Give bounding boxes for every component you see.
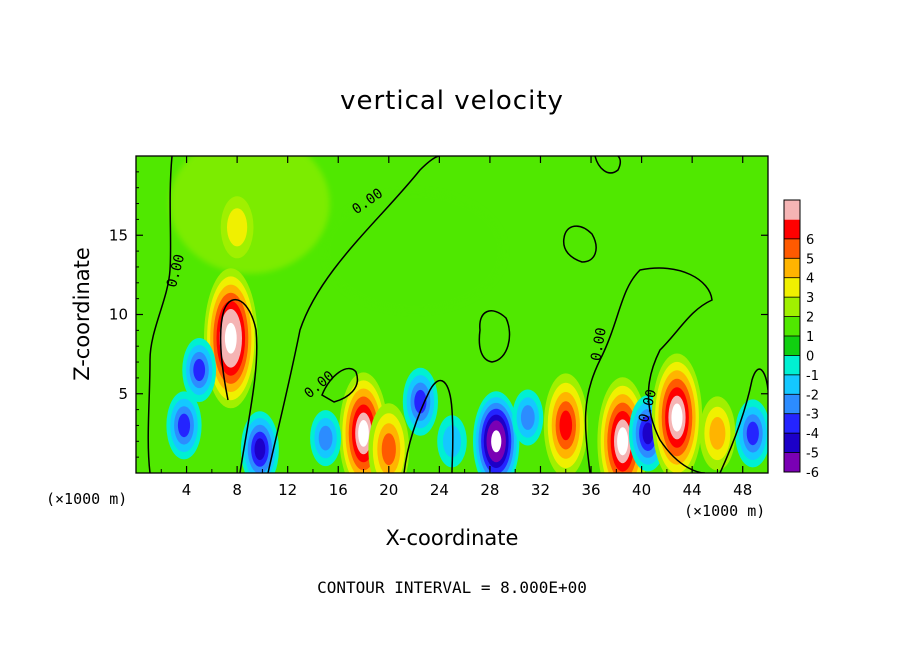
colorbar-swatch — [784, 433, 800, 453]
colorbar: -6 -5 -4 -3 -2 -1 0 1 2 3 4 5 6 — [783, 199, 819, 481]
contour-band — [746, 421, 759, 446]
colorbar-label: -2 — [806, 388, 819, 403]
velocity-cell — [735, 399, 768, 468]
peak-core — [491, 430, 502, 453]
colorbar-swatch — [784, 316, 800, 337]
colorbar-label: 4 — [806, 272, 814, 287]
colorbar-swatch — [784, 238, 800, 259]
contour-band — [709, 417, 726, 450]
contour-band — [381, 433, 396, 466]
x-axis-unit: (×1000 m) — [684, 502, 766, 520]
zero-contour-line — [719, 368, 768, 473]
x-axis-label: X-coordinate — [385, 526, 519, 550]
velocity-cell — [437, 415, 467, 468]
velocity-cell — [512, 389, 544, 446]
colorbar-label: -3 — [806, 408, 819, 423]
x-tick-label: 32 — [531, 481, 550, 499]
velocity-cell — [220, 196, 254, 259]
peak-core — [671, 403, 683, 432]
zero-contour-line — [267, 156, 441, 473]
colorbar-swatch — [784, 394, 800, 415]
colorbar-label: -6 — [806, 466, 819, 481]
y-tick-label: 5 — [118, 385, 128, 403]
colorbar-swatch — [784, 297, 800, 317]
y-tick-label: 10 — [109, 306, 128, 324]
velocity-cell — [240, 411, 279, 473]
velocity-cell — [166, 391, 202, 460]
y-axis-unit: (×1000 m) — [46, 490, 128, 508]
colorbar-label: -1 — [806, 369, 819, 384]
contour-band — [442, 425, 462, 458]
zero-contour-line — [594, 156, 622, 174]
x-tick-label: 12 — [278, 481, 297, 499]
colorbar-swatch — [784, 413, 800, 434]
colorbar-label: 1 — [806, 330, 814, 345]
velocity-cell — [543, 373, 588, 473]
colorbar-label: 3 — [806, 291, 814, 306]
y-axis-label: Z-coordinate — [70, 247, 94, 381]
colorbar-label: 0 — [806, 349, 814, 364]
x-tick-label: 4 — [182, 481, 192, 499]
updraft-haze — [169, 156, 330, 274]
contour-band — [193, 358, 206, 382]
colorbar-label: 6 — [806, 233, 814, 248]
zero-contour-line — [562, 225, 597, 263]
colorbar-swatch — [784, 336, 800, 356]
colorbar-swatch — [784, 374, 800, 395]
zero-contour-line — [219, 298, 258, 473]
velocity-cell — [310, 410, 342, 467]
contour-band — [642, 422, 654, 445]
x-tick-label: 20 — [379, 481, 398, 499]
peak-core — [224, 322, 237, 354]
zero-contour-line — [147, 156, 173, 473]
colorbar-label: 5 — [806, 252, 814, 267]
contour-band — [414, 389, 427, 414]
contour-band — [520, 405, 535, 430]
colorbar-label: -5 — [806, 447, 819, 462]
zero-contour-line — [403, 379, 454, 473]
contour-label: 0.00 — [588, 326, 610, 362]
colorbar-swatch — [784, 277, 800, 298]
y-axis: 5 10 15 — [109, 171, 768, 458]
x-tick-label: 44 — [683, 481, 702, 499]
contour-interval-note: CONTOUR INTERVAL = 8.000E+00 — [317, 578, 587, 597]
colorbar-swatch — [784, 258, 800, 279]
x-tick-label: 16 — [329, 481, 348, 499]
updraft-haze — [324, 191, 505, 312]
x-tick-label: 24 — [430, 481, 449, 499]
x-tick-label: 48 — [733, 481, 752, 499]
x-tick-label: 40 — [632, 481, 651, 499]
zero-contour-line — [321, 367, 359, 403]
colorbar-swatch — [784, 355, 800, 376]
chart-title: vertical velocity — [340, 86, 564, 116]
colorbar-swatch — [784, 452, 800, 473]
x-tick-label: 36 — [581, 481, 600, 499]
colorbar-label: -4 — [806, 427, 819, 442]
contour-band — [227, 208, 248, 247]
velocity-cell — [651, 353, 703, 473]
contour-band — [318, 425, 333, 451]
velocity-cell — [368, 403, 410, 473]
x-tick-label: 28 — [480, 481, 499, 499]
colorbar-swatch — [784, 219, 800, 240]
contour-band — [177, 413, 191, 438]
zero-contour-line — [478, 310, 511, 363]
peak-core — [358, 419, 369, 447]
colorbar-label: 2 — [806, 311, 814, 326]
contour-band — [254, 438, 266, 461]
x-axis: 4 8 12 16 20 24 28 32 36 40 44 48 — [160, 156, 752, 499]
colorbar-swatch — [784, 200, 800, 220]
velocity-cell — [699, 396, 736, 471]
velocity-cell — [402, 367, 438, 436]
x-tick-label: 8 — [232, 481, 242, 499]
velocity-cell — [473, 391, 520, 473]
contour-band — [559, 410, 573, 441]
peak-core — [617, 427, 629, 456]
y-tick-label: 15 — [109, 226, 128, 244]
velocity-cell — [182, 338, 217, 402]
zero-contour-line — [584, 267, 713, 473]
